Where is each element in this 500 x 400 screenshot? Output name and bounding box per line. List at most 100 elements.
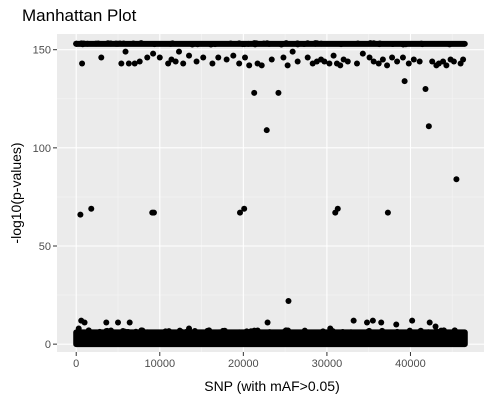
- data-point: [215, 55, 221, 61]
- data-point: [351, 318, 357, 324]
- data-point: [327, 325, 333, 331]
- data-point: [127, 320, 133, 326]
- cluster-point: [225, 333, 231, 339]
- band-point: [113, 41, 119, 47]
- data-point: [173, 58, 179, 64]
- data-point: [427, 320, 433, 326]
- data-point: [458, 331, 464, 337]
- band-point: [189, 41, 195, 47]
- band-point: [245, 41, 251, 47]
- x-tick-label: 20000: [228, 358, 259, 370]
- cluster-point: [310, 331, 316, 337]
- plot-panel: [57, 34, 484, 352]
- cluster-point: [133, 329, 139, 335]
- cluster-point: [97, 329, 103, 335]
- data-point: [209, 60, 215, 66]
- cluster-point: [394, 329, 400, 335]
- data-point: [241, 206, 247, 212]
- cluster-point: [268, 331, 274, 337]
- y-axis: 050100150: [33, 45, 57, 351]
- data-point: [115, 320, 121, 326]
- x-axis: 0 10000 20000 30000 40000: [73, 352, 426, 370]
- band-point: [80, 41, 86, 47]
- band-point: [168, 41, 174, 47]
- data-point: [453, 176, 459, 182]
- cluster-point: [316, 333, 322, 339]
- band-point: [295, 41, 301, 47]
- cluster-point: [198, 332, 204, 338]
- band-point: [338, 41, 344, 47]
- data-point: [283, 327, 289, 333]
- data-point: [364, 320, 370, 326]
- data-point: [269, 57, 275, 63]
- band-point: [228, 40, 234, 46]
- cluster-point: [380, 329, 386, 335]
- data-point: [206, 327, 212, 333]
- data-point: [302, 329, 308, 335]
- cluster-point: [145, 329, 151, 335]
- data-point: [216, 329, 222, 335]
- cluster-point: [358, 330, 364, 336]
- cluster-point: [151, 330, 157, 336]
- data-point: [331, 53, 337, 59]
- x-tick-label: 30000: [312, 358, 343, 370]
- y-tick-label: 0: [45, 339, 51, 351]
- data-point: [86, 327, 92, 333]
- band-point: [130, 41, 136, 47]
- x-tick-label: 10000: [144, 358, 175, 370]
- data-point: [236, 329, 242, 335]
- data-point: [123, 49, 129, 55]
- data-point: [452, 327, 458, 333]
- data-point: [264, 127, 270, 133]
- data-point: [230, 53, 236, 59]
- x-axis-title: SNP (with mAF>0.05): [204, 378, 340, 394]
- band-point: [252, 41, 258, 47]
- cluster-point: [107, 332, 113, 338]
- cluster-point: [320, 328, 326, 334]
- data-point: [337, 62, 343, 68]
- data-point: [426, 123, 432, 129]
- data-point: [236, 60, 242, 66]
- data-point: [151, 210, 157, 216]
- data-point: [251, 90, 257, 96]
- cluster-point: [336, 332, 342, 338]
- y-tick-label: 50: [39, 241, 51, 253]
- data-point: [380, 57, 386, 63]
- cluster-point: [407, 328, 413, 334]
- band-point: [212, 41, 218, 47]
- cluster-point: [157, 331, 163, 337]
- data-point: [443, 62, 449, 68]
- data-point: [393, 322, 399, 328]
- data-point: [384, 62, 390, 68]
- data-point: [180, 60, 186, 66]
- band-point: [266, 41, 272, 47]
- cluster-point: [423, 333, 429, 339]
- band-point: [240, 41, 246, 47]
- y-axis-title: -log10(p-values): [8, 142, 24, 243]
- band-point: [390, 41, 396, 47]
- data-point: [433, 323, 439, 329]
- x-tick-label: 40000: [395, 358, 426, 370]
- band-point: [105, 40, 111, 46]
- band-point: [419, 41, 425, 47]
- chart-title: Manhattan Plot: [22, 6, 137, 25]
- data-point: [176, 49, 182, 55]
- data-point: [406, 60, 412, 66]
- cluster-point: [181, 330, 187, 336]
- data-point: [441, 327, 447, 333]
- band-point: [95, 40, 101, 46]
- band-point: [312, 41, 318, 47]
- y-tick-label: 100: [33, 143, 51, 155]
- cluster-point: [245, 333, 251, 339]
- data-point: [280, 55, 286, 61]
- data-point: [305, 55, 311, 61]
- cluster-point: [262, 332, 268, 338]
- data-point: [157, 55, 163, 61]
- data-point: [137, 58, 143, 64]
- data-point: [88, 206, 94, 212]
- band-point: [403, 41, 409, 47]
- data-point: [402, 78, 408, 84]
- data-point: [423, 86, 429, 92]
- data-point: [460, 57, 466, 63]
- band-point: [73, 41, 79, 47]
